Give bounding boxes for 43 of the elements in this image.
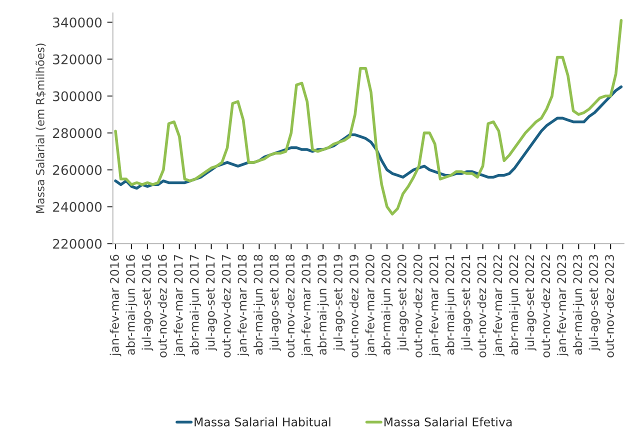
x-tick-label: jul-ago-set 2016 <box>142 254 154 351</box>
x-tick-label: jan-fev-mar 2022 <box>493 255 504 356</box>
x-tick-label: jul-ago-set 2020 <box>397 254 409 351</box>
x-tick-label: jul-ago-set 2022 <box>525 255 536 351</box>
x-tick-label: jan-fev-mar 2019 <box>301 254 313 356</box>
x-tick-label: jan-fev-mar 2016 <box>110 254 122 356</box>
line-series <box>114 19 623 216</box>
x-tick-label: out-nov-dez 2018 <box>285 254 295 358</box>
x-tick-label: out-nov-dez 2021 <box>477 255 486 358</box>
y-tick-label: 220000 <box>53 238 102 249</box>
x-tick-label: out-nov-dez 2016 <box>158 254 167 358</box>
x-tick-label: abr-mai-jun 2021 <box>445 255 457 355</box>
x-tick-label: out-nov-dez 2017 <box>222 255 231 358</box>
y-tick-label: 300000 <box>53 91 102 102</box>
y-tick-label: 320000 <box>53 54 102 64</box>
x-tick-label: abr-mai-jun 2022 <box>509 255 520 355</box>
x-tick-label: abr-mai-jun 2018 <box>254 254 265 355</box>
x-tick-label: jan-fev-mar 2021 <box>429 255 441 356</box>
y-axis-title: Massa Salarial (em R$milhões) <box>36 44 46 213</box>
x-tick-label: abr-mai-jun 2016 <box>126 254 138 355</box>
y-tick-label: 240000 <box>53 202 102 212</box>
x-tick-label: jul-ago-set 2023 <box>588 254 600 351</box>
x-tick-label: out-nov-dez 2022 <box>540 255 550 358</box>
x-tick-label: jan-fev-mar 2020 <box>365 254 377 356</box>
x-tick-label: jul-ago-set 2017 <box>206 255 218 351</box>
x-tick-label: out-nov-dez 2023 <box>604 254 614 358</box>
x-tick-label: jul-ago-set 2021 <box>461 255 473 351</box>
y-tick-label: 280000 <box>53 128 102 138</box>
x-tick-label: abr-mai-jun 2019 <box>317 254 329 355</box>
x-tick-label: abr-mai-jun 2020 <box>381 254 393 355</box>
x-tick-label: abr-mai-jun 2017 <box>190 255 202 355</box>
y-tick-label: 340000 <box>53 17 102 28</box>
x-tick-label: jan-fev-mar 2023 <box>556 254 568 356</box>
x-tick-label: jan-fev-mar 2018 <box>238 254 249 356</box>
legend-label: Massa Salarial Efetiva <box>384 417 512 426</box>
x-tick-label: jan-fev-mar 2017 <box>174 255 186 356</box>
legend-label: Massa Salarial Habitual <box>194 417 330 426</box>
x-tick-label: out-nov-dez 2019 <box>349 254 358 358</box>
x-tick-label: jul-ago-set 2019 <box>333 254 345 351</box>
x-tick-label: jul-ago-set 2018 <box>270 254 281 351</box>
y-tick-label: 260000 <box>53 165 102 176</box>
x-tick-label: abr-mai-jun 2023 <box>572 254 584 355</box>
x-tick-label: out-nov-dez 2020 <box>413 254 422 358</box>
